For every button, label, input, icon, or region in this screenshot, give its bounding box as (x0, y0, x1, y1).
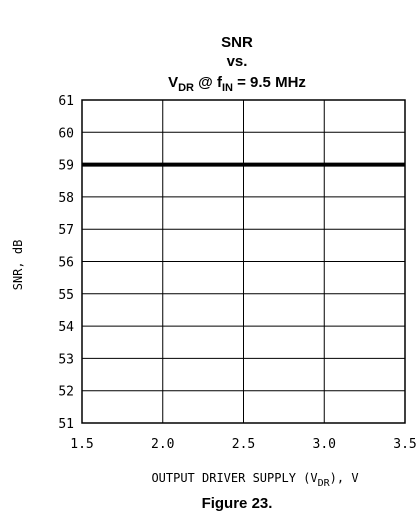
y-tick-label: 56 (58, 256, 74, 271)
y-tick-label: 60 (58, 126, 74, 141)
x-tick-labels: 1.5 2.0 2.5 3.0 3.5 (70, 437, 416, 452)
chart-title-line2: vs. (227, 53, 248, 70)
y-tick-label: 59 (58, 159, 74, 174)
y-tick-label: 51 (58, 417, 74, 432)
x-axis-label: OUTPUT DRIVER SUPPLY (VDR), V (151, 471, 358, 489)
x-tick-label: 1.5 (70, 437, 93, 452)
title-v-subscript: DR (178, 82, 194, 94)
y-tick-label: 52 (58, 385, 74, 400)
x-tick-label: 2.0 (151, 437, 174, 452)
figure-caption: Figure 23. (202, 495, 273, 512)
y-tick-label: 55 (58, 288, 74, 303)
y-tick-label: 58 (58, 191, 74, 206)
title-f-subscript: IN (222, 82, 233, 94)
y-axis-label: SNR, dB (11, 240, 25, 291)
chart-title-line1: SNR (221, 34, 253, 51)
chart-title-line3: VDR @ fIN = 9.5 MHz (168, 74, 306, 94)
y-tick-label: 54 (58, 320, 74, 335)
title-frequency: = 9.5 MHz (233, 74, 306, 91)
x-axis-label-sub: DR (318, 478, 331, 489)
title-at-f: @ f (194, 74, 223, 91)
y-tick-label: 61 (58, 94, 74, 109)
y-tick-labels: 61 60 59 58 57 56 55 54 53 52 51 (58, 94, 74, 432)
x-tick-label: 2.5 (232, 437, 255, 452)
title-v: V (168, 74, 178, 91)
y-tick-label: 57 (58, 223, 74, 238)
x-axis-label-pre: OUTPUT DRIVER SUPPLY (V (151, 471, 317, 485)
x-tick-label: 3.0 (313, 437, 336, 452)
x-tick-label: 3.5 (393, 437, 416, 452)
y-tick-label: 53 (58, 352, 74, 367)
grid (81, 99, 406, 424)
x-axis-label-post: ), V (330, 471, 359, 485)
